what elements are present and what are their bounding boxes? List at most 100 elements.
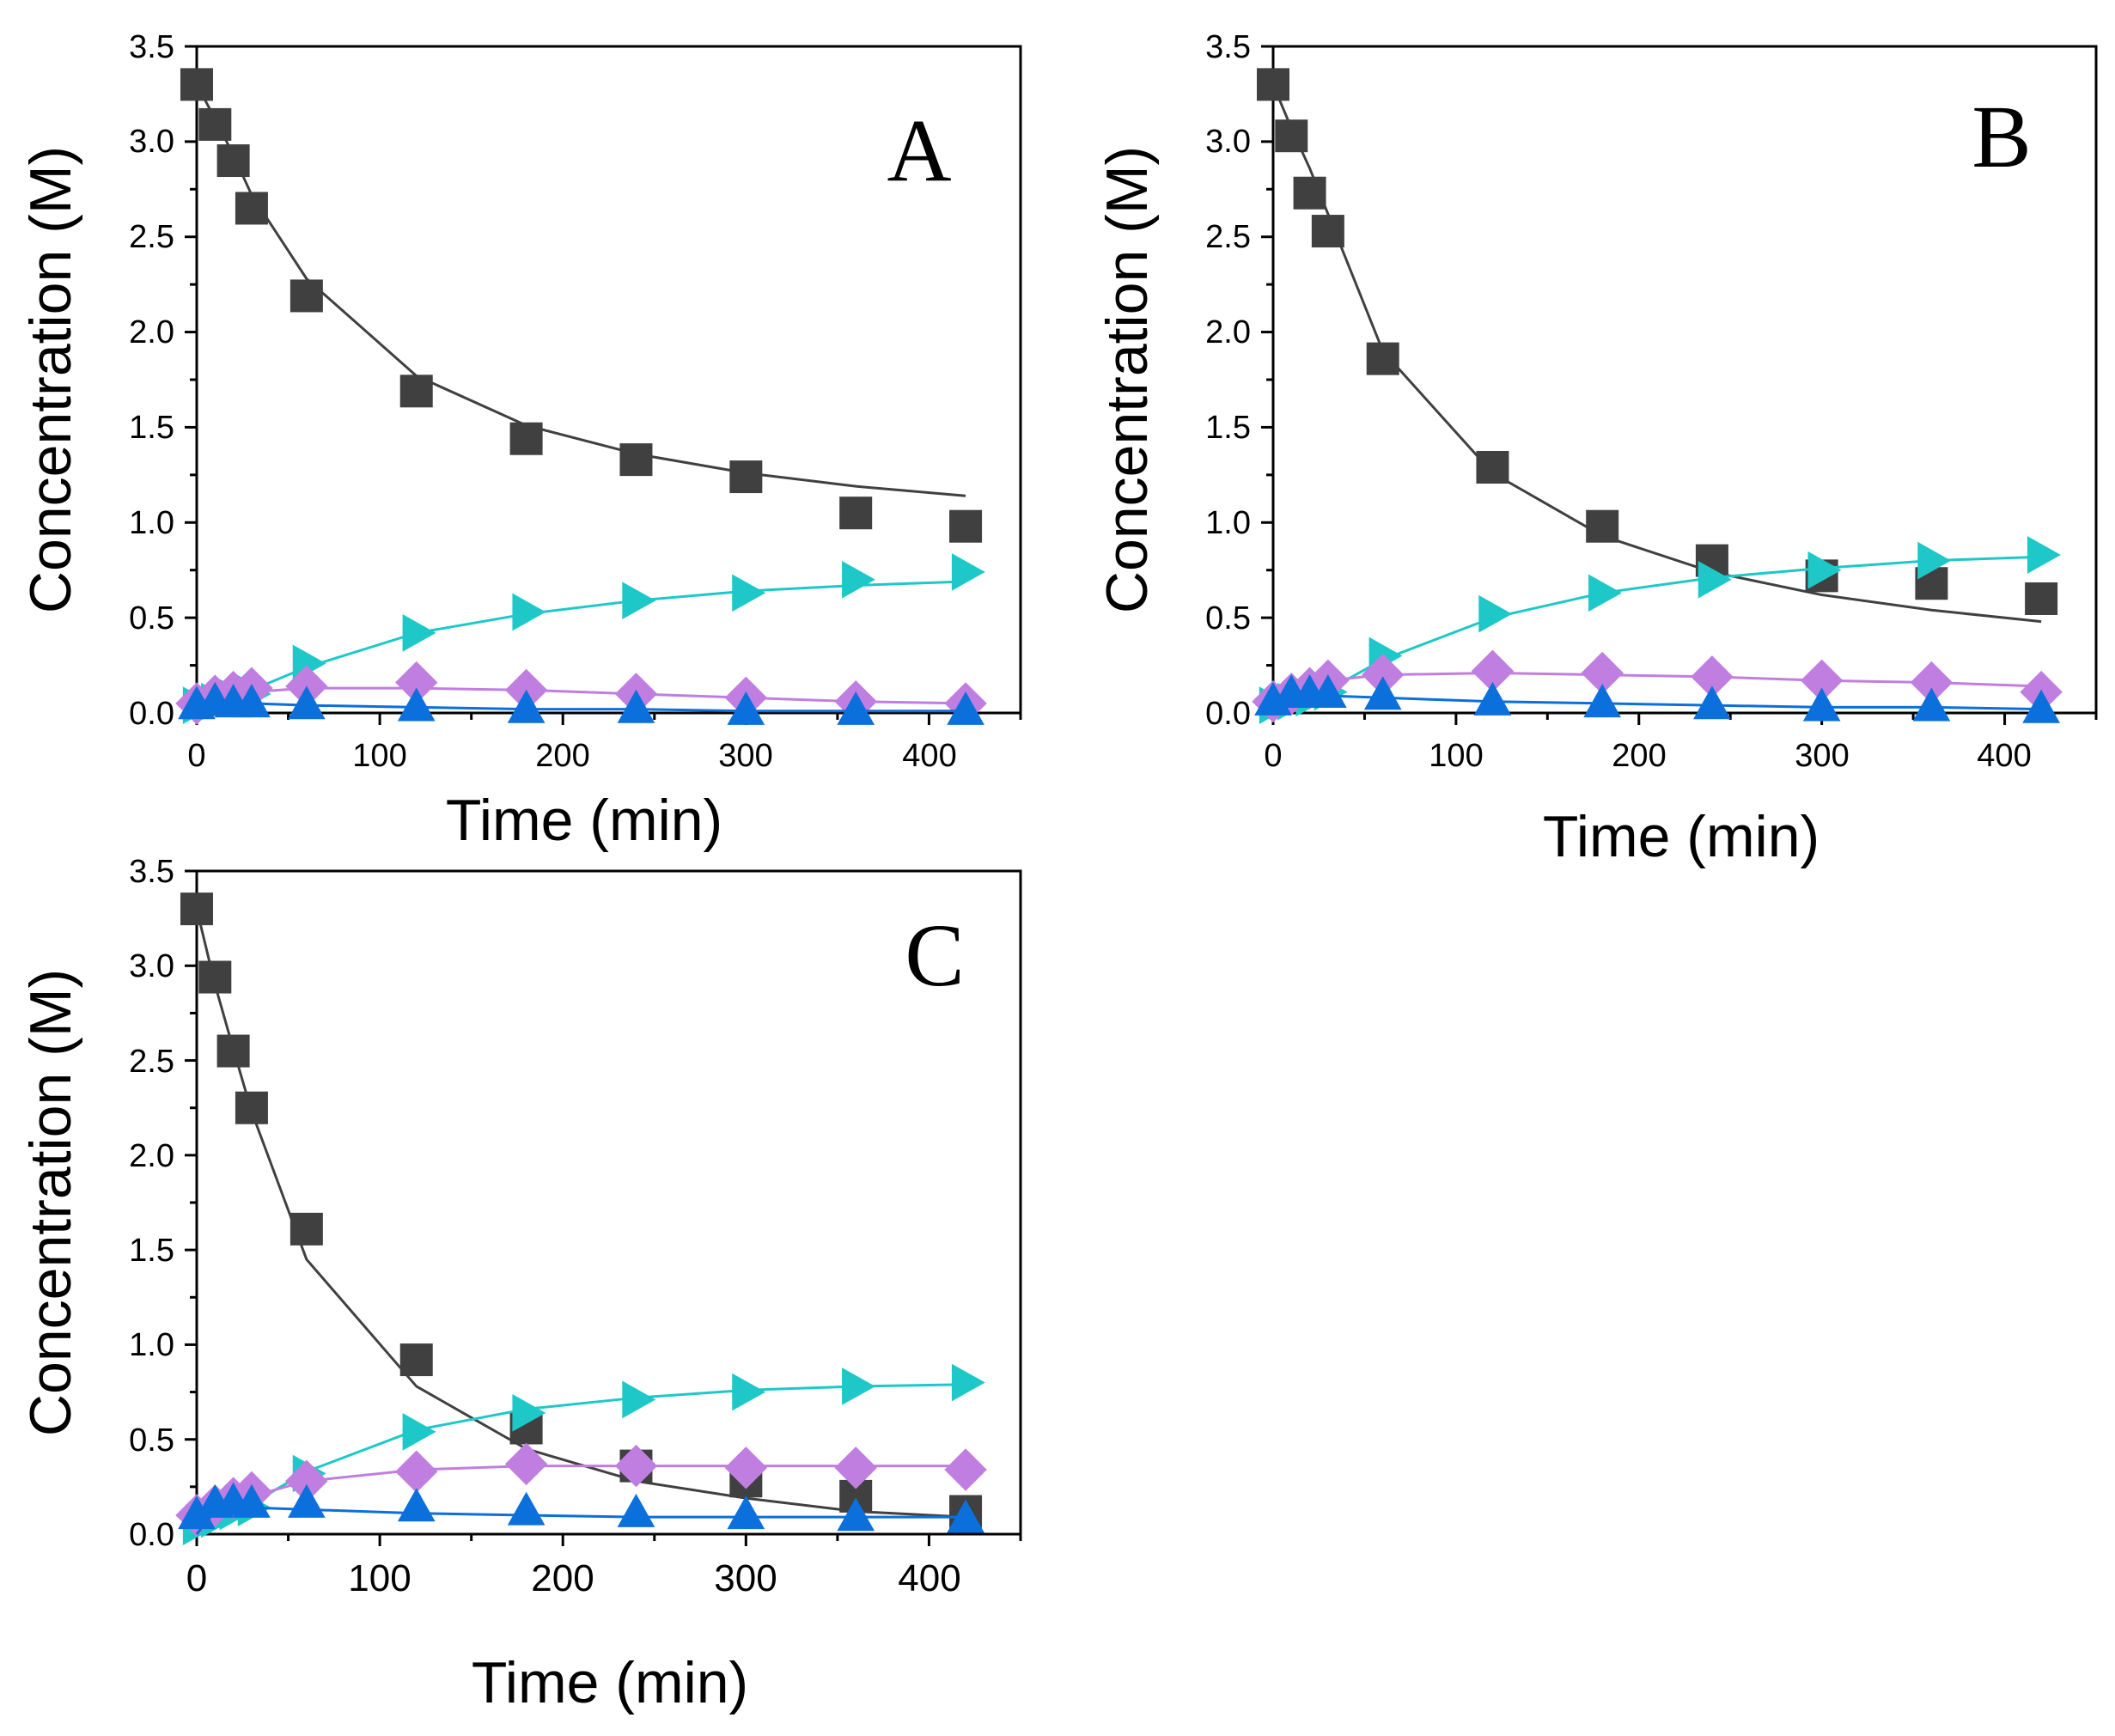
x-tick-label: 300 <box>718 738 772 774</box>
y-tick-label: 0.0 <box>1205 696 1251 732</box>
data-point <box>727 1495 765 1530</box>
data-point <box>2025 582 2058 615</box>
data-point <box>397 687 436 722</box>
data-point <box>1910 661 1953 704</box>
data-point <box>944 1448 987 1491</box>
data-point <box>732 1373 766 1411</box>
x-tick-labels: 0 100 200 300 400 <box>1264 738 2031 774</box>
x-tick-label: 400 <box>902 738 956 774</box>
data-point <box>1693 685 1731 720</box>
plot-frame <box>195 869 1022 1536</box>
data-point <box>842 1367 875 1405</box>
data-point <box>617 689 655 723</box>
data-point <box>235 1091 268 1124</box>
data-point <box>834 1447 877 1489</box>
y-tick-label: 1.5 <box>129 410 174 446</box>
y-tick-label: 3.5 <box>129 29 174 65</box>
y-tick-label: 2.0 <box>129 1138 174 1174</box>
data-point <box>947 1499 984 1533</box>
data-point <box>233 684 271 718</box>
plot-content <box>175 892 987 1546</box>
panel-b: 0 100 200 300 400 0.0 0.5 1.0 1.5 2.0 2.… <box>1094 29 2098 869</box>
data-point <box>512 1393 546 1432</box>
data-point <box>617 1493 655 1527</box>
x-tick-label: 100 <box>1429 738 1483 774</box>
x-axis-title: Time (min) <box>472 1650 748 1715</box>
x-axis-title: Time (min) <box>446 788 722 853</box>
x-tick-labels: 0 100 200 300 400 <box>186 1557 961 1599</box>
x-tick-label: 0 <box>187 738 205 774</box>
data-point <box>233 1483 271 1518</box>
y-tick-labels: 0.0 0.5 1.0 1.5 2.0 2.5 3.0 3.5 <box>1205 29 1251 732</box>
panel-a: 0 100 200 300 400 0.0 0.5 1.0 1.5 2.0 2.… <box>18 29 1022 853</box>
data-point <box>1691 655 1734 698</box>
data-point <box>509 422 543 455</box>
data-point <box>399 375 433 408</box>
data-point <box>1800 659 1844 703</box>
series-s1 <box>1257 68 2058 624</box>
data-point <box>2022 689 2060 723</box>
x-tick-label: 300 <box>714 1557 777 1599</box>
data-point <box>727 691 765 725</box>
data-point <box>1366 342 1399 375</box>
data-point <box>1588 574 1622 612</box>
data-point <box>290 1212 323 1246</box>
y-tick-label: 0.5 <box>129 1422 174 1459</box>
series-s1 <box>180 68 983 543</box>
data-point <box>395 661 438 704</box>
data-point <box>1917 541 1952 580</box>
y-tick-label: 3.0 <box>129 124 174 160</box>
series-s1 <box>180 892 983 1528</box>
data-point <box>732 574 766 612</box>
data-point <box>619 443 653 477</box>
data-point <box>837 691 875 725</box>
series-s2 <box>1254 674 2060 723</box>
axis-ticks <box>1261 45 2098 725</box>
y-tick-label: 2.0 <box>1205 314 1251 350</box>
series-s2 <box>178 1482 984 1535</box>
y-tick-labels: 0.0 0.5 1.0 1.5 2.0 2.5 3.0 3.5 <box>129 854 174 1553</box>
data-point <box>288 685 326 720</box>
data-point <box>1311 215 1344 248</box>
data-point <box>402 614 436 652</box>
data-point <box>1309 674 1347 708</box>
data-point <box>1257 68 1289 101</box>
y-tick-label: 1.0 <box>129 1327 174 1363</box>
data-point <box>399 1343 433 1377</box>
x-tick-label: 400 <box>1977 738 2031 774</box>
data-point <box>1586 509 1619 543</box>
series-s2 <box>178 681 984 725</box>
fit-line <box>195 908 966 1519</box>
data-point <box>397 1488 436 1522</box>
data-point <box>1293 176 1326 210</box>
data-point <box>951 553 985 591</box>
y-tick-label: 0.0 <box>129 696 174 732</box>
data-point <box>1807 551 1842 589</box>
x-tick-label: 0 <box>186 1557 207 1599</box>
data-point <box>1476 450 1509 484</box>
data-point <box>178 1495 216 1530</box>
data-point <box>504 1442 548 1486</box>
data-point <box>288 1483 326 1518</box>
data-point <box>622 1380 656 1419</box>
data-point <box>729 460 763 494</box>
panel-label: C <box>905 906 964 1005</box>
x-tick-label: 300 <box>1795 738 1849 774</box>
panel-c: 0 100 200 300 400 0.0 0.5 1.0 1.5 2.0 2.… <box>18 854 1022 1715</box>
y-tick-label: 1.0 <box>1205 505 1251 541</box>
data-point <box>949 509 983 543</box>
data-point <box>1275 119 1308 153</box>
y-tick-label: 1.0 <box>129 505 174 541</box>
data-point <box>724 1447 768 1489</box>
y-tick-label: 1.5 <box>1205 410 1251 446</box>
y-tick-label: 3.5 <box>1205 29 1251 65</box>
x-tick-label: 100 <box>348 1557 411 1599</box>
data-point <box>1583 684 1622 718</box>
data-point <box>1802 687 1841 722</box>
x-tick-label: 200 <box>1612 738 1666 774</box>
data-point <box>290 279 323 313</box>
y-tick-label: 3.5 <box>129 854 174 890</box>
data-point <box>235 192 268 225</box>
x-axis-title: Time (min) <box>1543 804 1819 869</box>
data-point <box>1362 653 1405 697</box>
